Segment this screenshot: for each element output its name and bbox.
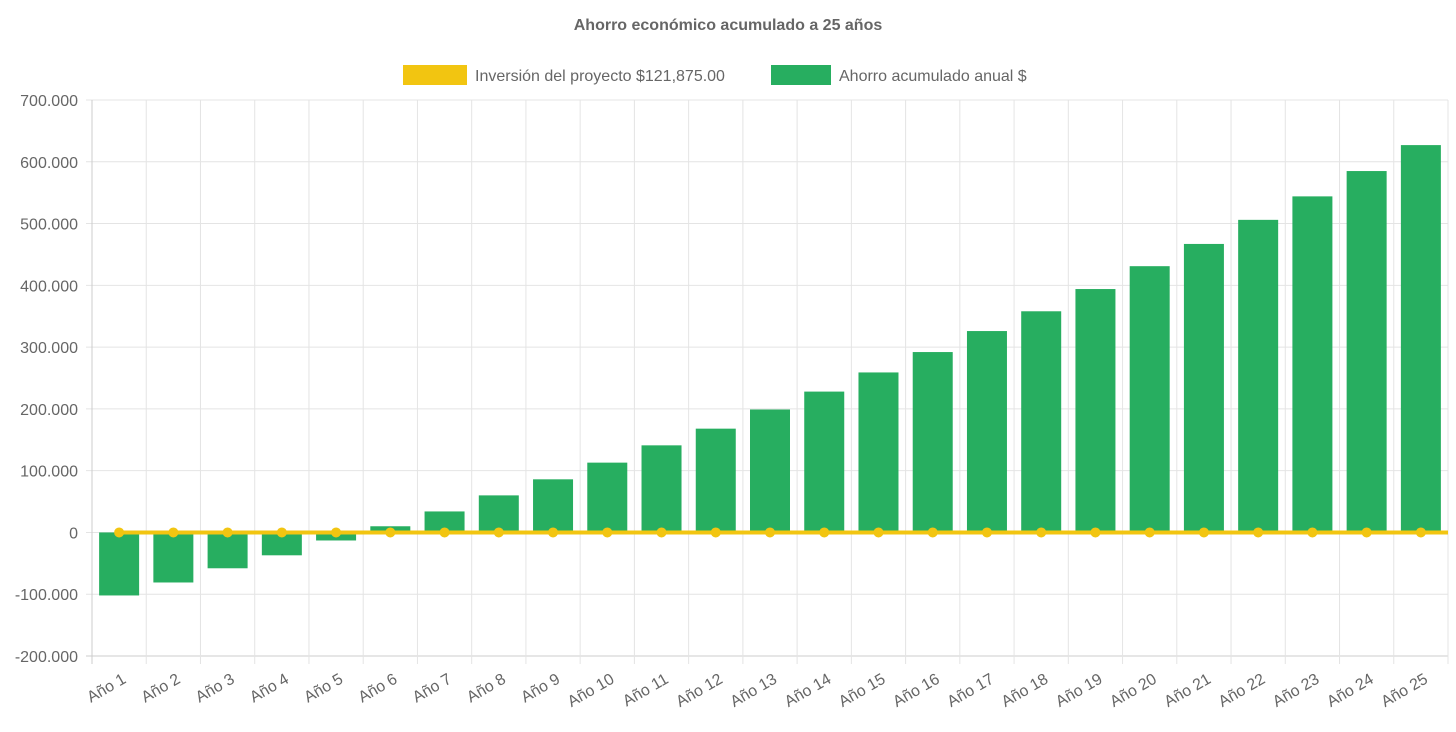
x-tick-label: Año 8 (464, 671, 509, 707)
investment-point (656, 527, 667, 538)
investment-point (1361, 527, 1372, 538)
x-tick-label: Año 6 (356, 671, 401, 707)
investment-point (168, 527, 179, 538)
bar (750, 409, 790, 533)
investment-point (1253, 527, 1264, 538)
investment-point (548, 527, 559, 538)
investment-point (276, 527, 287, 538)
investment-point (114, 527, 125, 538)
bar (587, 462, 628, 533)
legend-swatch-investment (403, 65, 467, 85)
investment-point (1198, 527, 1209, 538)
bar (1292, 196, 1333, 533)
x-tick-label: Año 13 (728, 671, 781, 711)
x-tick-label: Año 7 (410, 671, 455, 707)
investment-point (1307, 527, 1318, 538)
x-tick-label: Año 25 (1378, 671, 1431, 711)
x-tick-label: Año 10 (565, 671, 618, 711)
bar (1346, 171, 1387, 533)
bar (1075, 289, 1116, 533)
bar (1238, 219, 1279, 533)
investment-point (819, 527, 830, 538)
investment-point (385, 527, 396, 538)
x-tick-label: Año 9 (518, 671, 563, 707)
bar (1400, 145, 1441, 533)
bar (261, 532, 302, 556)
bar (1021, 311, 1062, 533)
y-tick-label: -200.000 (15, 649, 78, 666)
legend: Inversión del proyecto $121,875.00 Ahorr… (403, 65, 1027, 85)
bar (478, 495, 519, 533)
y-tick-label: 500.000 (20, 217, 78, 234)
y-tick-label: 0 (69, 525, 78, 542)
investment-point (331, 527, 342, 538)
bar (966, 331, 1007, 533)
chart-title: Ahorro económico acumulado a 25 años (574, 17, 883, 34)
y-tick-label: 100.000 (20, 464, 78, 481)
bar (533, 479, 574, 533)
bar (641, 445, 682, 533)
x-tick-label: Año 15 (836, 671, 889, 711)
investment-point (222, 527, 233, 538)
investment-point (602, 527, 613, 538)
investment-point (981, 527, 992, 538)
x-tick-label: Año 17 (945, 671, 998, 711)
bar (1129, 266, 1170, 533)
x-tick-label: Año 16 (890, 671, 943, 711)
legend-swatch-savings (771, 65, 831, 85)
y-tick-label: 400.000 (20, 278, 78, 295)
y-tick-label: -100.000 (15, 587, 78, 604)
investment-point (439, 527, 450, 538)
legend-item-investment[interactable]: Inversión del proyecto $121,875.00 (403, 65, 725, 85)
x-tick-label: Año 20 (1107, 671, 1160, 711)
x-tick-label: Año 21 (1161, 671, 1214, 711)
bar (207, 532, 248, 569)
bar (912, 352, 953, 533)
x-tick-label: Año 24 (1324, 671, 1377, 711)
x-tick-label: Año 18 (999, 671, 1052, 711)
x-tick-label: Año 5 (301, 671, 346, 707)
y-tick-label: 600.000 (20, 155, 78, 172)
investment-point (1090, 527, 1101, 538)
legend-label-savings: Ahorro acumulado anual $ (839, 68, 1027, 85)
bar (424, 511, 465, 533)
y-tick-label: 700.000 (20, 93, 78, 110)
investment-point (1036, 527, 1047, 538)
investment-point (710, 527, 721, 538)
investment-point (873, 527, 884, 538)
x-tick-label: Año 23 (1270, 671, 1323, 711)
investment-point (765, 527, 775, 538)
investment-point (1415, 527, 1426, 538)
x-tick-label: Año 12 (673, 671, 726, 711)
x-tick-label: Año 11 (620, 671, 671, 711)
investment-point (1144, 527, 1155, 538)
legend-item-savings[interactable]: Ahorro acumulado anual $ (771, 65, 1027, 85)
x-tick-label: Año 22 (1216, 671, 1269, 711)
y-tick-label: 200.000 (20, 402, 78, 419)
investment-point (493, 527, 504, 538)
x-tick-label: Año 1 (84, 671, 129, 707)
investment-point (927, 527, 938, 538)
bar (99, 532, 140, 596)
x-tick-label: Año 2 (139, 671, 184, 707)
x-tick-label: Año 4 (247, 671, 292, 707)
bar (858, 372, 899, 533)
bar (804, 391, 845, 533)
bar (153, 532, 194, 583)
legend-label-investment: Inversión del proyecto $121,875.00 (475, 68, 725, 85)
y-tick-label: 300.000 (20, 340, 78, 357)
bar (695, 428, 736, 533)
x-tick-label: Año 3 (193, 671, 238, 707)
bar (1183, 243, 1224, 533)
x-tick-label: Año 19 (1053, 671, 1106, 711)
x-tick-label: Año 14 (782, 671, 835, 711)
